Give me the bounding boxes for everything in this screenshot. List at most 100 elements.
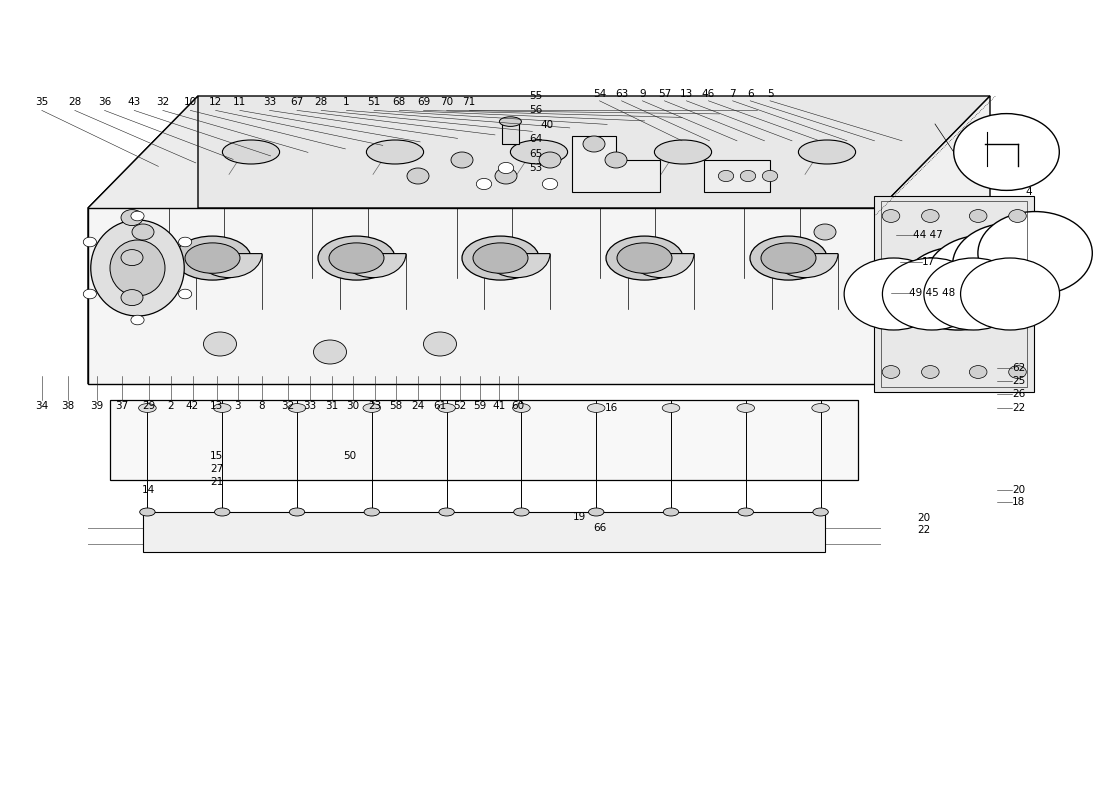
Text: 13: 13 — [210, 402, 223, 411]
Text: 61: 61 — [433, 402, 447, 411]
Ellipse shape — [617, 243, 672, 274]
Text: 23: 23 — [368, 402, 382, 411]
Text: 22: 22 — [1012, 403, 1025, 413]
Ellipse shape — [329, 243, 384, 274]
Ellipse shape — [90, 220, 184, 316]
Circle shape — [498, 162, 514, 174]
Text: eurospares: eurospares — [126, 232, 358, 312]
Circle shape — [476, 178, 492, 190]
Ellipse shape — [288, 403, 306, 413]
Ellipse shape — [438, 403, 455, 413]
Circle shape — [960, 258, 1059, 330]
Text: 65: 65 — [529, 149, 542, 158]
Circle shape — [204, 332, 236, 356]
Text: 64: 64 — [529, 134, 542, 144]
Polygon shape — [572, 136, 660, 192]
Text: 13: 13 — [680, 90, 693, 99]
Circle shape — [583, 136, 605, 152]
Ellipse shape — [318, 236, 395, 280]
Ellipse shape — [363, 403, 381, 413]
Text: 41: 41 — [493, 402, 506, 411]
Text: 54: 54 — [593, 90, 606, 99]
Text: 25: 25 — [1012, 376, 1025, 386]
Text: 34: 34 — [35, 402, 48, 411]
Ellipse shape — [364, 508, 380, 516]
Text: 12: 12 — [209, 98, 222, 107]
Circle shape — [969, 210, 987, 222]
Text: 24: 24 — [411, 402, 425, 411]
Text: 28: 28 — [68, 98, 81, 107]
Circle shape — [978, 211, 1092, 294]
Circle shape — [882, 366, 900, 378]
Ellipse shape — [222, 140, 279, 164]
Text: 2: 2 — [167, 402, 174, 411]
Text: 8: 8 — [258, 402, 265, 411]
Wedge shape — [340, 254, 406, 278]
Bar — [110, 400, 858, 480]
Ellipse shape — [174, 236, 251, 280]
Text: 49 45 48: 49 45 48 — [909, 288, 955, 298]
Circle shape — [718, 170, 734, 182]
Circle shape — [1009, 366, 1026, 378]
Circle shape — [953, 223, 1067, 306]
Circle shape — [539, 152, 561, 168]
Circle shape — [924, 258, 1023, 330]
Ellipse shape — [139, 403, 156, 413]
Text: 52: 52 — [453, 402, 466, 411]
Text: 28: 28 — [315, 98, 328, 107]
Text: 46: 46 — [702, 90, 715, 99]
Text: eurospares: eurospares — [544, 408, 776, 488]
Circle shape — [121, 290, 143, 306]
Text: 42: 42 — [186, 402, 199, 411]
Polygon shape — [88, 96, 990, 208]
Polygon shape — [88, 208, 880, 384]
Circle shape — [84, 289, 97, 298]
Text: 3: 3 — [234, 402, 241, 411]
Ellipse shape — [110, 240, 165, 296]
Circle shape — [926, 235, 1041, 318]
Circle shape — [762, 170, 778, 182]
Text: 20: 20 — [1012, 485, 1025, 494]
Text: 68: 68 — [393, 98, 406, 107]
Ellipse shape — [366, 140, 424, 164]
Ellipse shape — [588, 508, 604, 516]
Ellipse shape — [439, 508, 454, 516]
Text: 60: 60 — [512, 402, 525, 411]
Text: 21: 21 — [210, 477, 223, 486]
Ellipse shape — [473, 243, 528, 274]
Bar — [704, 160, 770, 192]
Wedge shape — [628, 254, 694, 278]
Bar — [881, 201, 1027, 387]
Text: 39: 39 — [90, 402, 103, 411]
Circle shape — [922, 210, 939, 222]
Ellipse shape — [510, 140, 568, 164]
Ellipse shape — [813, 508, 828, 516]
Text: 62: 62 — [1012, 363, 1025, 373]
Text: 32: 32 — [156, 98, 169, 107]
Ellipse shape — [662, 403, 680, 413]
Circle shape — [954, 114, 1059, 190]
Circle shape — [922, 366, 939, 378]
Text: 5: 5 — [767, 90, 773, 99]
Wedge shape — [484, 254, 550, 278]
Circle shape — [178, 238, 191, 246]
Text: 14: 14 — [142, 485, 155, 494]
Ellipse shape — [185, 243, 240, 274]
Circle shape — [178, 289, 191, 298]
Text: 9: 9 — [639, 90, 646, 99]
Text: 57: 57 — [658, 90, 671, 99]
Text: 36: 36 — [98, 98, 111, 107]
Text: 16: 16 — [605, 403, 618, 413]
Bar — [502, 122, 519, 144]
Circle shape — [132, 224, 154, 240]
Ellipse shape — [654, 140, 712, 164]
Text: 27: 27 — [210, 464, 223, 474]
Circle shape — [542, 178, 558, 190]
Ellipse shape — [462, 236, 539, 280]
Ellipse shape — [213, 403, 231, 413]
Text: eurospares: eurospares — [126, 408, 358, 488]
Polygon shape — [88, 96, 198, 384]
Circle shape — [882, 210, 900, 222]
Ellipse shape — [812, 403, 829, 413]
Circle shape — [882, 258, 981, 330]
